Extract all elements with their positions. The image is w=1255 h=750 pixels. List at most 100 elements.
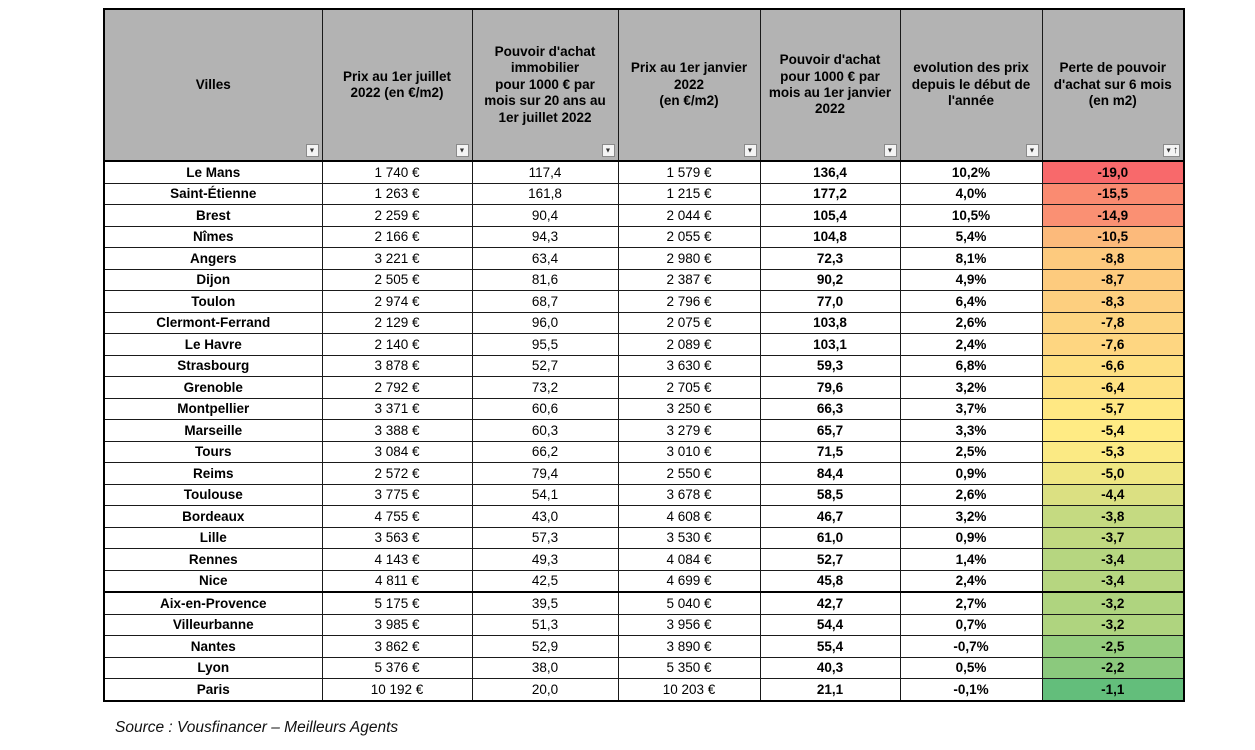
column-header-prix-juillet-2022: Prix au 1er juillet 2022 (en €/m2) ▼ [321,8,473,162]
cell-prix-juillet-2022: 5 175 € [321,591,473,615]
filter-dropdown-button[interactable]: ▼ [305,144,319,157]
filter-arrow-icon: ▼ [458,147,466,155]
table-header-row: Villes ▼ Prix au 1er juillet 2022 (en €/m2… [103,8,1185,162]
cell-perte-pouvoir-achat: -4,4 [1041,483,1185,506]
table-row: Clermont-Ferrand 2 129 €96,0 2 075 €103,8 2… [103,311,1185,334]
cell-pouvoir-achat-janvier-2022: 177,2 [759,182,901,205]
filter-sort-dropdown-button[interactable]: ▼ ↑ [1163,144,1180,157]
cell-pouvoir-achat-juillet-2022: 63,4 [471,247,619,270]
table-row: Tours 3 084 €66,2 3 010 €71,5 2,5% -5,3 [103,440,1185,463]
cell-prix-janvier-2022: 2 075 € [617,311,761,334]
cell-prix-juillet-2022: 1 740 € [321,160,473,184]
cell-prix-juillet-2022: 3 775 € [321,483,473,506]
filter-arrow-icon: ▼ [1165,147,1172,155]
cell-villes: Aix-en-Provence [103,591,323,615]
cell-perte-pouvoir-achat: -3,2 [1041,591,1185,615]
cell-pouvoir-achat-juillet-2022: 39,5 [471,591,619,615]
cell-perte-pouvoir-achat: -6,6 [1041,354,1185,377]
table-row: Nantes 3 862 €52,9 3 890 €55,4 -0,7% -2,5 [103,635,1185,658]
cell-evolution-prix: 6,8% [899,354,1043,377]
cell-perte-pouvoir-achat: -19,0 [1041,160,1185,184]
cell-evolution-prix: 2,6% [899,483,1043,506]
table-row: Aix-en-Provence 5 175 €39,5 5 040 €42,7 2,7… [103,591,1185,615]
cell-pouvoir-achat-janvier-2022: 45,8 [759,569,901,593]
table-row: Rennes 4 143 €49,3 4 084 €52,7 1,4% -3,4 [103,548,1185,571]
cell-pouvoir-achat-janvier-2022: 55,4 [759,635,901,658]
table-row: Le Havre 2 140 €95,5 2 089 €103,1 2,4% -7,6 [103,333,1185,356]
cell-pouvoir-achat-janvier-2022: 105,4 [759,204,901,227]
cell-pouvoir-achat-juillet-2022: 96,0 [471,311,619,334]
cell-pouvoir-achat-juillet-2022: 20,0 [471,678,619,701]
cell-prix-janvier-2022: 2 796 € [617,290,761,313]
cell-pouvoir-achat-juillet-2022: 94,3 [471,225,619,248]
cell-perte-pouvoir-achat: -14,9 [1041,204,1185,227]
cell-prix-janvier-2022: 3 678 € [617,483,761,506]
cell-pouvoir-achat-janvier-2022: 46,7 [759,505,901,528]
cell-evolution-prix: 3,3% [899,419,1043,442]
cell-pouvoir-achat-janvier-2022: 54,4 [759,613,901,636]
cell-pouvoir-achat-juillet-2022: 43,0 [471,505,619,528]
cell-villes: Rennes [103,548,323,571]
cell-prix-juillet-2022: 3 388 € [321,419,473,442]
cell-evolution-prix: 4,0% [899,182,1043,205]
column-header-evolution-prix: evolution des prix depuis le début de l'… [899,8,1043,162]
cell-perte-pouvoir-achat: -1,1 [1041,678,1185,701]
cell-prix-janvier-2022: 4 608 € [617,505,761,528]
filter-arrow-icon: ▼ [746,147,754,155]
table-row: Toulouse 3 775 €54,1 3 678 €58,5 2,6% -4,4 [103,483,1185,506]
table-row: Toulon 2 974 €68,7 2 796 €77,0 6,4% -8,3 [103,290,1185,313]
cell-evolution-prix: 2,4% [899,333,1043,356]
cell-pouvoir-achat-juillet-2022: 79,4 [471,462,619,485]
cell-pouvoir-achat-juillet-2022: 38,0 [471,656,619,679]
cell-prix-juillet-2022: 3 862 € [321,635,473,658]
cell-pouvoir-achat-juillet-2022: 95,5 [471,333,619,356]
filter-dropdown-button[interactable]: ▼ [601,144,615,157]
cell-prix-janvier-2022: 1 579 € [617,160,761,184]
filter-dropdown-button[interactable]: ▼ [1025,144,1039,157]
cell-pouvoir-achat-janvier-2022: 104,8 [759,225,901,248]
cell-prix-janvier-2022: 3 890 € [617,635,761,658]
filter-arrow-icon: ▼ [604,147,612,155]
cell-prix-janvier-2022: 4 699 € [617,569,761,593]
table-row: Strasbourg 3 878 €52,7 3 630 €59,3 6,8% -6,6 [103,354,1185,377]
source-caption: Source : Vousfinancer – Meilleurs Agents [115,719,399,736]
cell-evolution-prix: 2,7% [899,591,1043,615]
filter-dropdown-button[interactable]: ▼ [743,144,757,157]
table-row: Saint-Étienne 1 263 €161,8 1 215 €177,2 4,0… [103,182,1185,205]
cell-perte-pouvoir-achat: -5,4 [1041,419,1185,442]
cell-prix-juillet-2022: 3 084 € [321,440,473,463]
cell-pouvoir-achat-janvier-2022: 79,6 [759,376,901,399]
cell-prix-janvier-2022: 2 044 € [617,204,761,227]
cell-pouvoir-achat-janvier-2022: 59,3 [759,354,901,377]
cell-perte-pouvoir-achat: -3,2 [1041,613,1185,636]
cell-perte-pouvoir-achat: -3,7 [1041,526,1185,549]
cell-pouvoir-achat-janvier-2022: 61,0 [759,526,901,549]
cell-pouvoir-achat-juillet-2022: 73,2 [471,376,619,399]
cell-villes: Le Mans [103,160,323,184]
filter-arrow-icon: ▼ [886,147,894,155]
filter-dropdown-button[interactable]: ▼ [455,144,469,157]
column-header-pouvoir-achat-janvier-2022: Pouvoir d'achat pour 1000 € par mois au … [759,8,901,162]
table-row: Nîmes 2 166 €94,3 2 055 €104,8 5,4% -10,5 [103,225,1185,248]
table-row: Brest 2 259 €90,4 2 044 €105,4 10,5% -14,9 [103,204,1185,227]
filter-dropdown-button[interactable]: ▼ [883,144,897,157]
cell-perte-pouvoir-achat: -5,7 [1041,397,1185,420]
cell-pouvoir-achat-janvier-2022: 65,7 [759,419,901,442]
cell-prix-janvier-2022: 3 956 € [617,613,761,636]
cell-perte-pouvoir-achat: -7,6 [1041,333,1185,356]
cell-pouvoir-achat-juillet-2022: 54,1 [471,483,619,506]
cell-pouvoir-achat-janvier-2022: 84,4 [759,462,901,485]
cell-prix-juillet-2022: 3 371 € [321,397,473,420]
column-header-perte-pouvoir-achat: Perte de pouvoir d'achat sur 6 mois (en … [1041,8,1185,162]
cell-pouvoir-achat-janvier-2022: 136,4 [759,160,901,184]
cell-prix-janvier-2022: 2 387 € [617,268,761,291]
cell-villes: Nîmes [103,225,323,248]
cell-pouvoir-achat-janvier-2022: 42,7 [759,591,901,615]
cell-prix-janvier-2022: 3 630 € [617,354,761,377]
cell-villes: Toulon [103,290,323,313]
table-row: Bordeaux 4 755 €43,0 4 608 €46,7 3,2% -3,8 [103,505,1185,528]
table-row: Reims 2 572 €79,4 2 550 €84,4 0,9% -5,0 [103,462,1185,485]
cell-pouvoir-achat-juillet-2022: 51,3 [471,613,619,636]
cell-evolution-prix: 3,2% [899,376,1043,399]
cell-villes: Bordeaux [103,505,323,528]
